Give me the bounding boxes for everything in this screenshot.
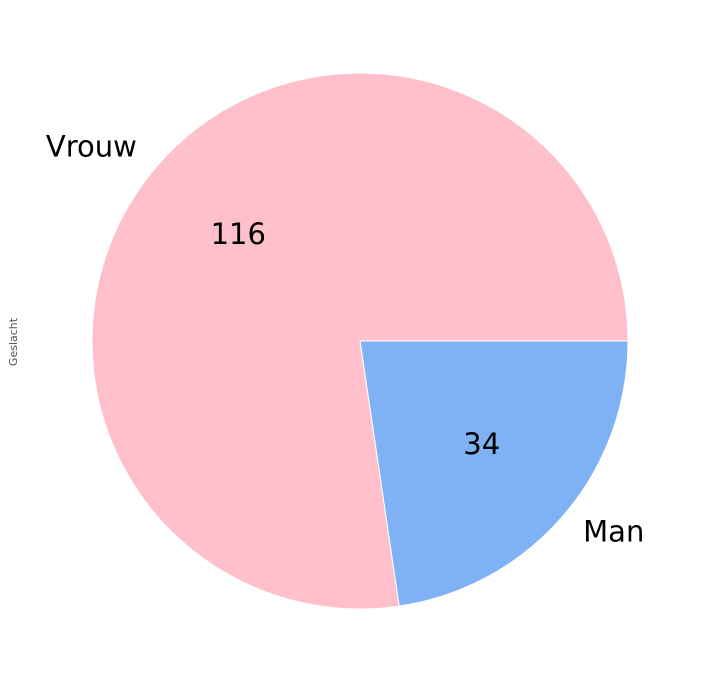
- value-label-man: 34: [463, 427, 500, 461]
- pie-slice-man: [359, 340, 629, 607]
- pie-slice-vrouw: [91, 72, 629, 610]
- slice-label-man: Man: [583, 515, 644, 549]
- slice-label-vrouw: Vrouw: [46, 129, 137, 163]
- value-label-vrouw: 116: [211, 217, 266, 251]
- pie-slices: [91, 72, 629, 610]
- y-axis-label: Geslacht: [7, 317, 20, 366]
- pie-labels: Man 34 Vrouw 116: [46, 129, 644, 548]
